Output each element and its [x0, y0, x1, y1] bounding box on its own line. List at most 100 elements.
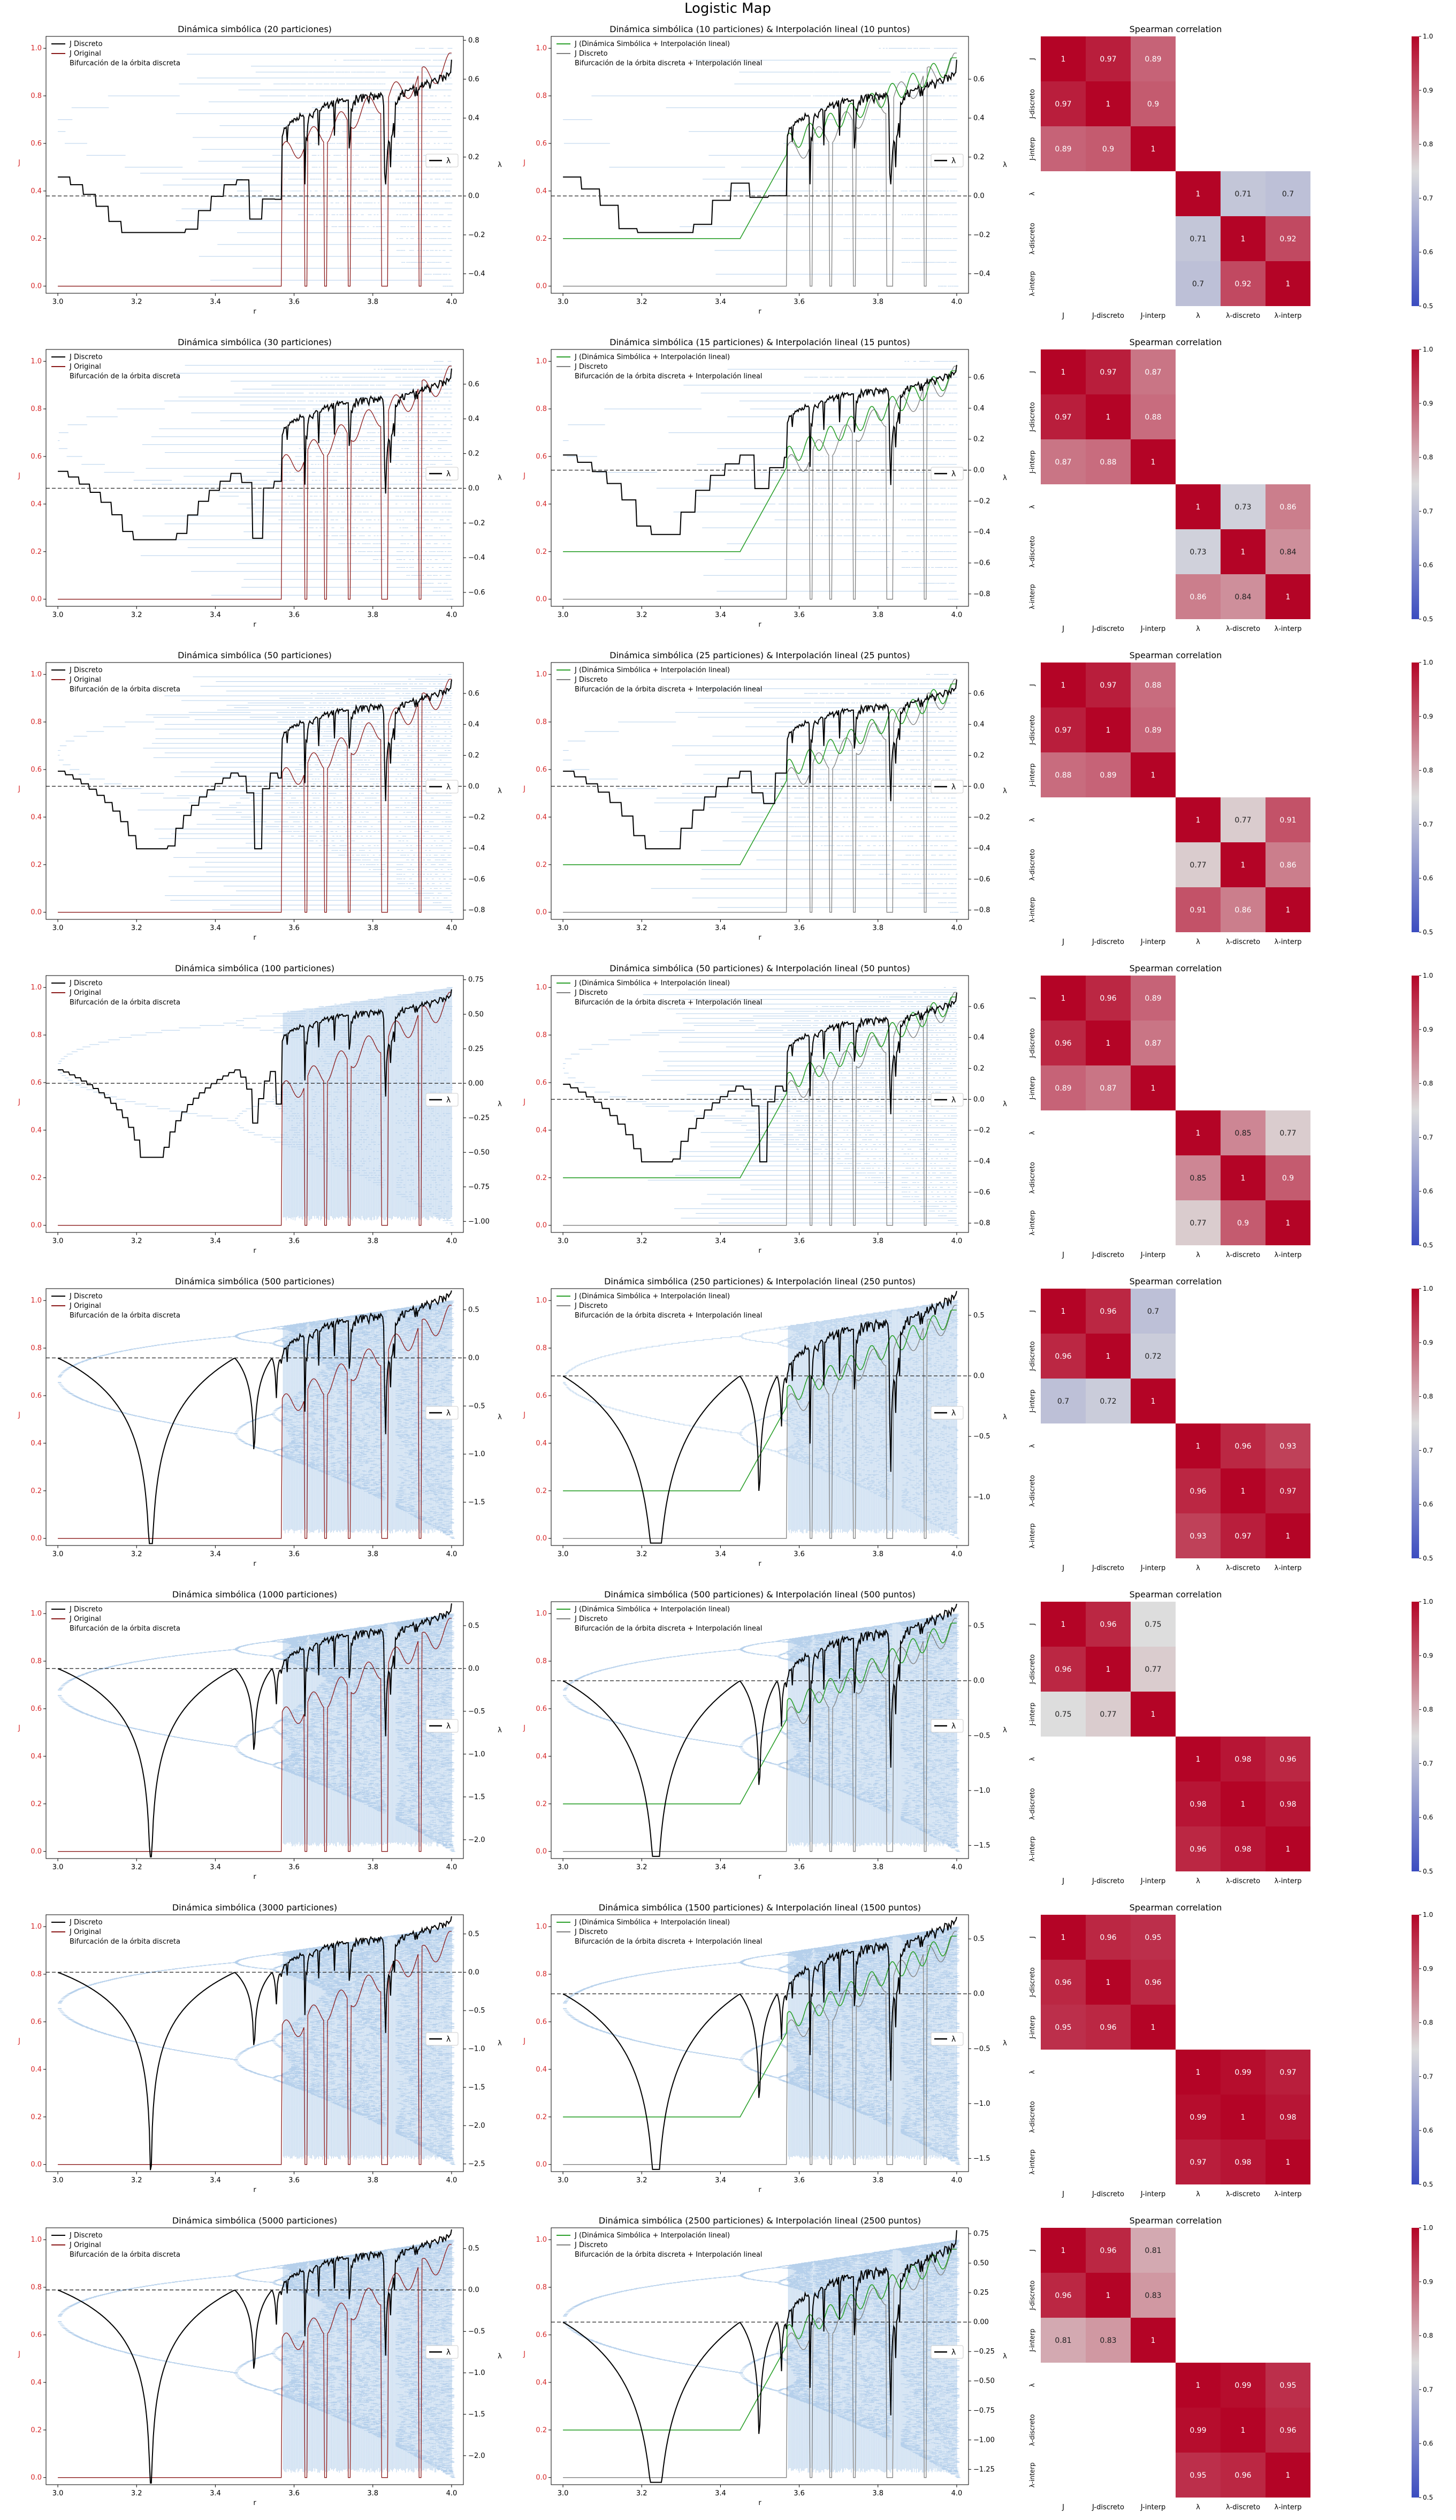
x-tick-label: 3.8 — [367, 1863, 378, 1871]
y2-axis-label: λ — [1003, 2039, 1007, 2047]
y2-tick-label: 0.2 — [468, 153, 479, 161]
y-tick-label: 0.8 — [31, 2283, 42, 2291]
colorbar-tick-label: 1.0 — [1423, 1911, 1433, 1918]
heatmap-value: 1 — [1196, 1442, 1201, 1451]
heatmap-value: 1 — [1286, 1532, 1291, 1541]
heatmap-value: 0.96 — [1145, 1978, 1161, 1987]
bifurcation-points — [58, 361, 453, 599]
heatmap-value: 0.7 — [1147, 1307, 1159, 1316]
heatmap-value: 0.97 — [1100, 55, 1116, 64]
y2-tick-label: −1.5 — [468, 2083, 485, 2091]
plot-area — [46, 2229, 463, 2483]
heatmap-y-label: λ-interp — [1028, 1523, 1036, 1548]
heatmap-y-label: λ-discreto — [1028, 223, 1036, 254]
y-axis-label: J — [18, 2350, 20, 2358]
x-tick-label: 4.0 — [446, 1863, 458, 1871]
heatmap-y-label: λ — [1028, 1757, 1036, 1761]
x-tick-label: 3.2 — [131, 2489, 142, 2498]
heatmap-y-label: J — [1028, 2249, 1036, 2252]
heatmap-value: 0.96 — [1100, 1933, 1116, 1942]
heatmap-value: 1 — [1151, 145, 1156, 154]
y2-tick-label: −0.2 — [468, 519, 485, 527]
heatmap-value: 1 — [1061, 1620, 1066, 1629]
legend-entry: J (Dinámica Simbólica + Interpolación li… — [574, 1918, 730, 1927]
plot-area — [551, 2230, 969, 2482]
y-tick-label: 1.0 — [536, 357, 547, 366]
heatmap-title: Spearman correlation — [1130, 963, 1222, 973]
heatmap-value: 0.71 — [1234, 190, 1251, 199]
y2-tick-label: 0.2 — [973, 1064, 985, 1072]
y2-axis-label: λ — [498, 2039, 502, 2047]
y-tick-label: 0.0 — [536, 283, 547, 291]
colorbar — [1412, 36, 1419, 306]
heatmap-value: 1 — [1061, 994, 1066, 1003]
legend-entry: J Original — [69, 1928, 101, 1936]
y-tick-label: 0.6 — [31, 2331, 42, 2339]
y-tick-label: 0.8 — [536, 2283, 547, 2291]
x-tick-label: 3.0 — [558, 611, 569, 619]
colorbar-tick-label: 0.9 — [1423, 400, 1433, 407]
plot-area — [46, 1916, 463, 2170]
heatmap-x-label: λ-interp — [1275, 2503, 1302, 2511]
y2-tick-label: 0.25 — [468, 1045, 484, 1053]
heatmap-value: 0.98 — [1279, 2113, 1296, 2122]
legend-entry: J Discreto — [574, 1615, 608, 1623]
heatmap-value: 1 — [1061, 1933, 1066, 1942]
y2-tick-label: −1.0 — [468, 2369, 485, 2377]
y2-tick-label: 0.2 — [973, 436, 985, 444]
heatmap-value: 1 — [1151, 1710, 1156, 1719]
y2-tick-label: −0.4 — [468, 844, 485, 852]
y2-tick-label: −1.25 — [973, 2465, 995, 2473]
lambda-legend-entry: λ — [446, 1096, 451, 1105]
x-tick-label: 3.0 — [52, 611, 64, 619]
x-tick-label: 3.6 — [794, 2489, 805, 2498]
heatmap-value: 0.91 — [1279, 816, 1296, 825]
x-tick-label: 3.6 — [288, 1550, 300, 1558]
heatmap-y-label: λ — [1028, 1131, 1036, 1135]
y2-tick-label: −0.2 — [973, 231, 990, 239]
heatmap-y-label: J-discreto — [1028, 89, 1036, 119]
lambda-legend-entry: λ — [446, 470, 451, 478]
heatmap-value: 0.95 — [1145, 1933, 1161, 1942]
heatmap-value: 0.97 — [1100, 681, 1116, 690]
heatmap-y-label: J-discreto — [1028, 2280, 1036, 2310]
y-axis-label: J — [523, 785, 525, 793]
y-tick-label: 0.8 — [536, 405, 547, 413]
colorbar-tick-label: 1.0 — [1423, 33, 1433, 40]
x-tick-label: 3.4 — [210, 1863, 221, 1871]
y2-tick-label: 0.4 — [973, 1034, 985, 1042]
heatmap-y-label: λ-interp — [1028, 2149, 1036, 2174]
y2-tick-label: −0.8 — [973, 1220, 990, 1228]
y-tick-label: 0.6 — [31, 766, 42, 774]
y-tick-label: 0.8 — [536, 92, 547, 100]
axes-frame — [46, 976, 463, 1232]
x-tick-label: 3.4 — [715, 1237, 726, 1245]
x-tick-label: 3.0 — [558, 1237, 569, 1245]
y-tick-label: 1.0 — [536, 44, 547, 52]
x-tick-label: 3.4 — [210, 2489, 221, 2498]
heatmap-value: 0.97 — [1100, 368, 1116, 377]
y2-axis-label: λ — [498, 1726, 502, 1734]
plot-area — [46, 987, 463, 1225]
colorbar-tick-label: 0.9 — [1423, 1026, 1433, 1033]
subplot-title: Dinámica simbólica (10 particiones) & In… — [609, 24, 910, 34]
heatmap-value: 1 — [1061, 681, 1066, 690]
y2-tick-label: 0.4 — [468, 721, 479, 729]
heatmap-value: 0.84 — [1279, 548, 1296, 557]
heatmap-x-label: J-interp — [1140, 625, 1166, 633]
x-axis-label: r — [758, 934, 761, 942]
x-tick-label: 3.8 — [872, 1550, 883, 1558]
colorbar-tick-label: 0.9 — [1423, 2278, 1433, 2286]
heatmap-y-label: λ — [1028, 2383, 1036, 2387]
heatmap-x-label: λ-discreto — [1226, 1877, 1260, 1885]
heatmap-y-label: J — [1028, 58, 1036, 60]
lambda-line — [563, 365, 957, 535]
heatmap-value: 0.87 — [1145, 368, 1161, 377]
y-tick-label: 0.2 — [31, 2426, 42, 2434]
heatmap-title: Spearman correlation — [1130, 1589, 1222, 1600]
colorbar-tick-label: 0.8 — [1423, 767, 1433, 774]
y-tick-label: 0.0 — [31, 1848, 42, 1856]
plot-area — [551, 48, 969, 286]
